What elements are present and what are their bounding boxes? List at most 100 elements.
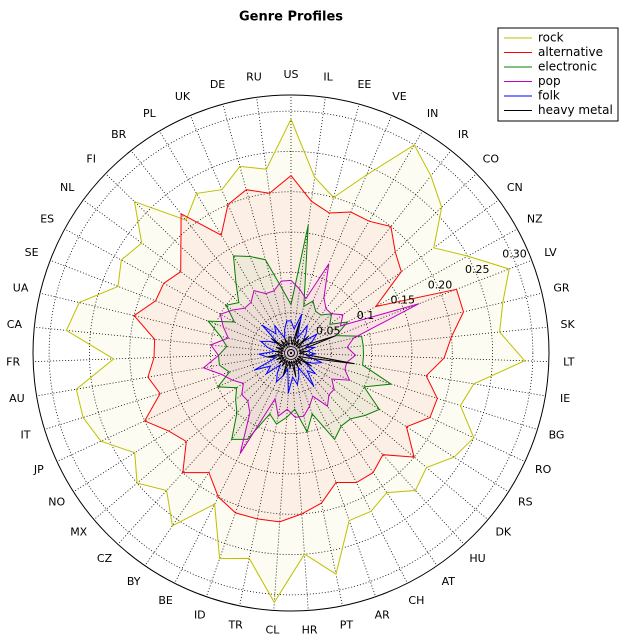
radial-grid xyxy=(73,352,292,493)
chart-title: Genre Profiles xyxy=(239,10,343,25)
radial-grid xyxy=(290,352,465,545)
radial-grid xyxy=(117,352,292,545)
category-label: UA xyxy=(13,282,29,295)
category-label: ES xyxy=(40,212,54,225)
radial-grid xyxy=(39,292,292,354)
radial-grid xyxy=(290,104,360,354)
radial-grid xyxy=(144,352,292,566)
y-tick-label: 0.25 xyxy=(465,263,490,276)
radial-grid xyxy=(130,150,292,354)
radial-grid xyxy=(290,352,377,597)
series-line xyxy=(254,313,323,394)
category-label: GR xyxy=(553,282,570,295)
grid-circle xyxy=(209,271,373,435)
series-line xyxy=(266,321,355,377)
radial-grid xyxy=(205,352,292,597)
category-label: HU xyxy=(469,552,485,565)
legend-label: pop xyxy=(538,74,561,88)
category-label: US xyxy=(283,68,298,81)
radial-grid xyxy=(290,326,548,354)
radial-grid xyxy=(290,173,477,354)
radial-grid xyxy=(290,199,499,354)
radial-grid xyxy=(33,352,292,363)
category-label: NL xyxy=(60,181,75,194)
radial-grid xyxy=(290,115,393,354)
category-label: SK xyxy=(561,318,576,331)
category-label: BE xyxy=(158,594,173,607)
category-label: IT xyxy=(20,428,30,441)
radial-grid xyxy=(290,97,326,354)
y-tick-label: 0.20 xyxy=(428,278,453,291)
category-label: DK xyxy=(495,525,511,538)
category-label: JP xyxy=(33,463,44,476)
category-label: SE xyxy=(25,246,39,259)
radial-grid xyxy=(36,352,292,397)
radial-grid xyxy=(290,352,343,606)
category-label: IR xyxy=(458,128,469,141)
y-tick-label: 0.05 xyxy=(316,325,341,338)
radial-grid xyxy=(56,352,292,462)
grid-circle xyxy=(169,231,413,475)
category-label: PT xyxy=(340,618,354,631)
category-label: EE xyxy=(357,78,371,91)
radial-grid xyxy=(273,352,292,611)
radial-grid xyxy=(290,352,526,462)
legend-box xyxy=(497,27,619,122)
series-line xyxy=(133,174,465,523)
radial-grid xyxy=(64,228,292,354)
grid-circle xyxy=(250,312,332,394)
radial-grid xyxy=(290,352,549,363)
radial-grid xyxy=(290,150,452,354)
radial-grid xyxy=(290,352,438,566)
category-label: ID xyxy=(194,609,206,622)
category-label: HR xyxy=(302,623,318,636)
category-label: RS xyxy=(518,496,533,509)
legend-label: folk xyxy=(538,89,560,103)
radial-grid xyxy=(290,228,518,354)
radial-grid xyxy=(290,352,509,493)
category-label: RU xyxy=(246,70,262,83)
radial-grid xyxy=(290,352,489,520)
category-label: LT xyxy=(563,355,575,368)
category-label: IL xyxy=(323,70,333,83)
radial-grid xyxy=(239,352,292,606)
grid-circle xyxy=(129,191,453,515)
grid-circle xyxy=(89,151,493,555)
category-label: MX xyxy=(70,525,87,538)
category-label: UK xyxy=(175,90,191,103)
radial-grid xyxy=(290,130,423,354)
category-label: FR xyxy=(6,355,20,368)
legend-label: heavy metal xyxy=(538,103,613,117)
category-label: IN xyxy=(427,107,438,120)
category-label: NO xyxy=(48,496,65,509)
legend-label: electronic xyxy=(538,60,597,74)
radial-grid xyxy=(290,352,408,584)
category-label: CN xyxy=(507,181,523,194)
category-label: CA xyxy=(7,318,23,331)
category-label: LV xyxy=(544,246,557,259)
legend-label: rock xyxy=(538,31,564,45)
category-label: VE xyxy=(392,90,407,103)
radial-grid xyxy=(34,326,292,354)
category-label: BG xyxy=(549,428,565,441)
radial-grid xyxy=(256,97,292,354)
y-tick-label: 0.1 xyxy=(357,309,375,322)
category-label: IE xyxy=(560,392,570,405)
radial-grid xyxy=(222,104,292,354)
category-label: CL xyxy=(266,623,281,636)
category-label: AR xyxy=(375,609,391,622)
radial-grid xyxy=(189,115,292,354)
radial-grid xyxy=(105,173,292,354)
category-label: RO xyxy=(535,463,552,476)
y-tick-label: 0.30 xyxy=(502,247,527,260)
category-label: AT xyxy=(442,575,456,588)
radial-grid xyxy=(159,130,292,354)
category-label: AU xyxy=(9,392,25,405)
radial-grid xyxy=(290,352,309,611)
category-label: CO xyxy=(483,153,500,166)
legend-label: alternative xyxy=(538,45,603,59)
category-label: CH xyxy=(408,594,424,607)
category-label: NZ xyxy=(527,212,543,225)
y-tick-label: 0.15 xyxy=(390,294,415,307)
